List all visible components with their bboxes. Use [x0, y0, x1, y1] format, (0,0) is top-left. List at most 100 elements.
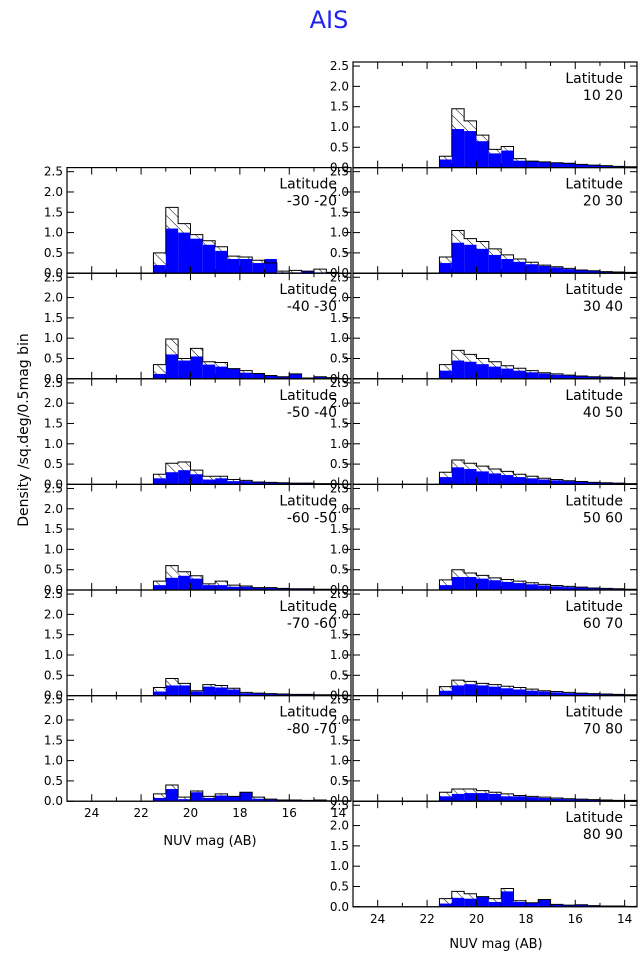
hatched-bar [276, 271, 290, 274]
panel-label-range: -70 -60 [287, 616, 337, 632]
filled-bar [501, 258, 514, 274]
filled-bar [227, 368, 240, 379]
filled-bar [289, 373, 302, 379]
y-tick-label: 1.5 [44, 733, 63, 747]
y-tick-label: 1.5 [44, 522, 63, 536]
y-tick-label: 1.5 [330, 522, 349, 536]
filled-bar [612, 166, 625, 168]
filled-bar [575, 164, 588, 168]
filled-bar [501, 581, 514, 590]
y-tick-label: 0.5 [44, 774, 63, 788]
filled-bar [276, 588, 290, 590]
filled-bar [252, 587, 265, 590]
filled-bar [562, 162, 576, 168]
filled-bar [451, 577, 465, 590]
filled-bar [476, 685, 489, 696]
filled-bar [550, 586, 563, 590]
y-tick-label: 0.5 [330, 774, 349, 788]
filled-bar [451, 793, 465, 802]
y-tick-label: 0.0 [44, 794, 63, 808]
panel-label-title: Latitude [565, 282, 623, 298]
x-tick-label: 22 [419, 912, 434, 926]
panel-label-range: 20 30 [583, 194, 623, 210]
y-tick-label: 1.0 [44, 754, 63, 768]
panel-label-title: Latitude [565, 705, 623, 721]
y-tick-label: 0.0 [44, 266, 63, 280]
panel-label-range: 70 80 [583, 722, 623, 738]
panel-label-range: 10 20 [583, 88, 623, 104]
filled-bar [215, 250, 228, 274]
filled-bar [313, 376, 327, 379]
y-tick-label: 0.5 [44, 351, 63, 365]
filled-bar [215, 478, 228, 485]
y-tick-label: 2.5 [330, 693, 349, 707]
filled-bar [451, 897, 465, 907]
panel-label-range: -80 -70 [287, 722, 337, 738]
filled-bar [239, 586, 253, 590]
filled-bar [451, 129, 465, 168]
filled-bar [190, 578, 203, 590]
y-tick-label: 1.5 [330, 100, 349, 114]
filled-bar [165, 354, 179, 379]
filled-bar [612, 377, 625, 379]
total-outline [353, 459, 638, 485]
filled-bar [202, 244, 216, 274]
filled-bar [525, 478, 539, 485]
filled-bar [476, 248, 489, 274]
filled-bar [525, 584, 539, 590]
y-tick-label: 2.5 [330, 270, 349, 284]
y-tick-label: 0.5 [330, 246, 349, 260]
filled-bar [513, 370, 526, 379]
filled-bar [165, 789, 179, 802]
y-tick-label: 1.5 [44, 628, 63, 642]
filled-bar [587, 270, 600, 274]
y-tick-label: 0.0 [44, 477, 63, 491]
y-tick-label: 2.0 [330, 79, 349, 93]
filled-bar [513, 583, 526, 590]
filled-bar [538, 161, 551, 168]
filled-bar [513, 477, 526, 485]
filled-bar [264, 587, 277, 590]
x-tick-label: 16 [568, 912, 583, 926]
filled-bar [488, 254, 502, 274]
filled-bar [215, 366, 228, 379]
filled-bar [439, 903, 452, 907]
filled-bar [488, 580, 502, 590]
total-outline [353, 230, 638, 274]
filled-bar [525, 264, 539, 274]
filled-bar [451, 242, 465, 274]
panel-label-range: 50 60 [583, 510, 623, 526]
y-tick-label: 0.5 [330, 457, 349, 471]
filled-bar [501, 796, 514, 802]
total-outline [353, 679, 638, 697]
y-tick-label: 1.5 [44, 416, 63, 430]
filled-bar [464, 131, 477, 168]
filled-bar [313, 799, 327, 802]
filled-bar [575, 799, 588, 802]
x-tick-label: 22 [133, 806, 148, 820]
y-axis-label: Density /sq.deg/0.5mag bin [16, 333, 32, 527]
filled-bar [612, 694, 625, 696]
filled-bar [562, 905, 576, 907]
filled-bar [488, 793, 502, 802]
filled-bar [252, 263, 265, 274]
filled-bar [190, 356, 203, 379]
filled-bar [538, 797, 551, 802]
filled-bar [439, 370, 452, 379]
filled-bar [562, 481, 576, 485]
y-tick-label: 0.0 [330, 794, 349, 808]
filled-bar [464, 468, 477, 485]
filled-bar [587, 165, 600, 168]
filled-bar [575, 904, 588, 907]
y-tick-label: 2.0 [330, 819, 349, 833]
filled-bar [178, 575, 191, 590]
y-tick-label: 1.0 [330, 859, 349, 873]
filled-bar [153, 797, 166, 802]
filled-bar [215, 795, 228, 802]
